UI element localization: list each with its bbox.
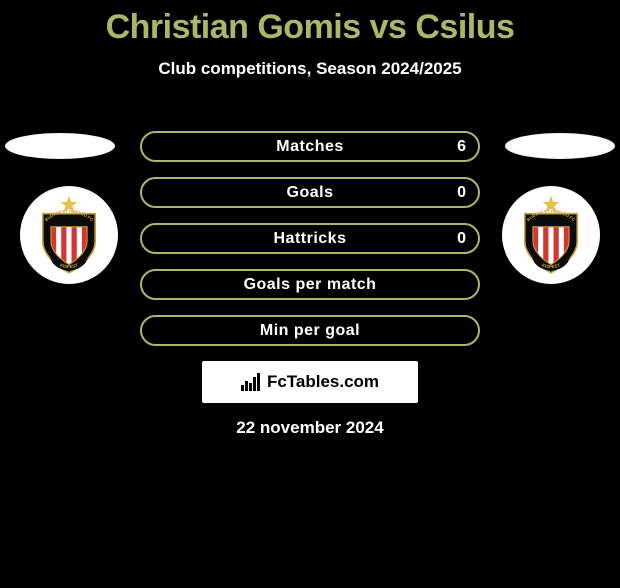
- stat-value-right: 6: [457, 138, 466, 156]
- stat-label: Min per goal: [260, 322, 360, 340]
- stat-row: Min per goal: [140, 315, 480, 346]
- club-badge-right: BUDAPEST HONVED FCKISPEST: [502, 186, 600, 284]
- stats-container: Matches 6 Goals 0 Hattricks 0 Goals per match M…: [140, 131, 480, 361]
- stat-row: Matches 6: [140, 131, 480, 162]
- brand-badge: FcTables.com: [202, 361, 418, 403]
- footer-date: 22 november 2024: [0, 418, 620, 438]
- subtitle: Club competitions, Season 2024/2025: [0, 59, 620, 79]
- club-badge-left: BUDAPEST HONVED FCKISPEST: [20, 186, 118, 284]
- stat-value-right: 0: [457, 184, 466, 202]
- stat-label: Goals per match: [244, 276, 377, 294]
- player-photo-right: [505, 133, 615, 159]
- stat-row: Hattricks 0: [140, 223, 480, 254]
- stat-row: Goals per match: [140, 269, 480, 300]
- stat-row: Goals 0: [140, 177, 480, 208]
- brand-logo-icon: [241, 373, 261, 391]
- stat-value-right: 0: [457, 230, 466, 248]
- stat-label: Matches: [276, 138, 344, 156]
- player-photo-left: [5, 133, 115, 159]
- brand-text: FcTables.com: [267, 372, 379, 392]
- page-title: Christian Gomis vs Csilus: [0, 8, 620, 47]
- stat-label: Hattricks: [274, 230, 347, 248]
- stat-label: Goals: [287, 184, 334, 202]
